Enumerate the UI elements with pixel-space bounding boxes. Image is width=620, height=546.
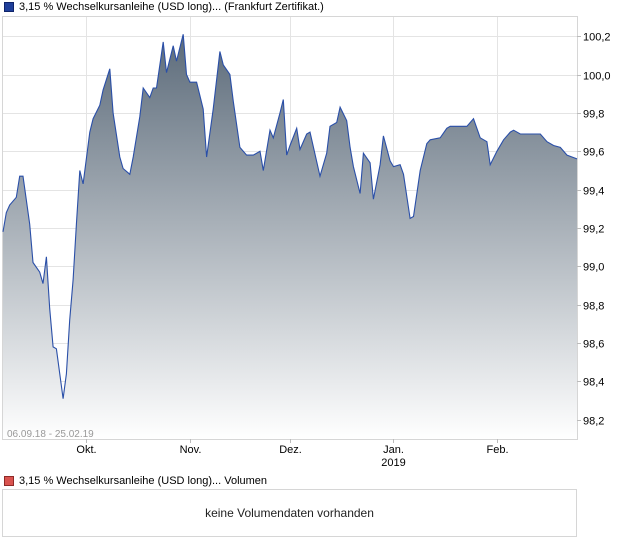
x-axis-ticks: Okt. Nov. Dez. Jan.2019 Feb.	[76, 439, 509, 469]
y-axis-ticks: 98,2 98,4 98,6 98,8 99,0 99,2 99,4 99,6 99,8 100,…	[577, 32, 611, 428]
price-line	[2, 34, 578, 399]
y-tick-label: 99,6	[583, 147, 604, 159]
y-tick-label: 100,0	[583, 71, 611, 83]
x-tick-label: Okt.	[76, 444, 96, 456]
y-tick-label: 99,8	[583, 109, 604, 121]
y-tick-label: 100,2	[583, 32, 611, 44]
y-tick-label: 99,4	[583, 186, 604, 198]
y-tick-label: 98,8	[583, 301, 604, 313]
price-legend-swatch	[4, 2, 14, 12]
price-legend: 3,15 % Wechselkursanleihe (USD long)... …	[4, 0, 324, 14]
volume-legend: 3,15 % Wechselkursanleihe (USD long)... …	[4, 474, 267, 488]
volume-legend-label: 3,15 % Wechselkursanleihe (USD long)... …	[19, 475, 268, 487]
x-tick-label: Jan.	[383, 444, 404, 456]
price-area	[3, 34, 577, 440]
date-range-label: 06.09.18 - 25.02.19	[7, 429, 94, 440]
y-tick-label: 99,2	[583, 224, 604, 236]
x-tick-label: Dez.	[279, 444, 302, 456]
y-tick-label: 98,6	[583, 339, 604, 351]
no-volume-message: keine Volumendaten vorhanden	[205, 506, 374, 520]
y-tick-label: 98,4	[583, 377, 604, 389]
volume-legend-swatch	[4, 476, 14, 486]
price-chart: 98,2 98,4 98,6 98,8 99,0 99,2 99,4 99,6 99,8 100,…	[2, 16, 611, 469]
volume-panel: keine Volumendaten vorhanden	[2, 489, 577, 537]
x-tick-label: Nov.	[180, 444, 202, 456]
x-tick-sublabel: 2019	[381, 457, 405, 469]
y-tick-label: 99,0	[583, 262, 604, 274]
y-tick-label: 98,2	[583, 416, 604, 428]
x-tick-label: Feb.	[486, 444, 508, 456]
price-legend-label: 3,15 % Wechselkursanleihe (USD long)... …	[19, 1, 324, 13]
